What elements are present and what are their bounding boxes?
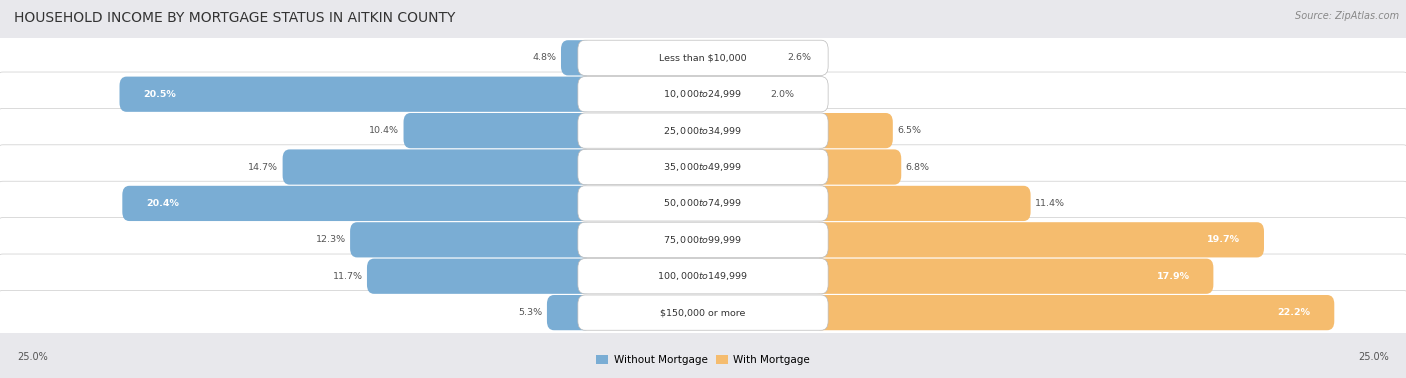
Text: $150,000 or more: $150,000 or more: [661, 308, 745, 317]
Text: 17.9%: 17.9%: [1157, 272, 1189, 281]
FancyBboxPatch shape: [547, 295, 592, 330]
FancyBboxPatch shape: [814, 186, 1031, 221]
FancyBboxPatch shape: [814, 149, 901, 184]
Text: $25,000 to $34,999: $25,000 to $34,999: [664, 125, 742, 136]
Text: 25.0%: 25.0%: [1358, 352, 1389, 362]
FancyBboxPatch shape: [578, 149, 828, 184]
Text: $35,000 to $49,999: $35,000 to $49,999: [664, 161, 742, 173]
FancyBboxPatch shape: [122, 186, 592, 221]
FancyBboxPatch shape: [0, 108, 1406, 153]
FancyBboxPatch shape: [0, 72, 1406, 116]
FancyBboxPatch shape: [578, 295, 828, 330]
Text: 25.0%: 25.0%: [17, 352, 48, 362]
Text: 2.6%: 2.6%: [787, 53, 811, 62]
FancyBboxPatch shape: [578, 186, 828, 221]
FancyBboxPatch shape: [0, 145, 1406, 189]
Text: Less than $10,000: Less than $10,000: [659, 53, 747, 62]
FancyBboxPatch shape: [578, 259, 828, 294]
Text: 11.4%: 11.4%: [1035, 199, 1064, 208]
FancyBboxPatch shape: [578, 77, 828, 112]
FancyBboxPatch shape: [0, 290, 1406, 335]
Text: $50,000 to $74,999: $50,000 to $74,999: [664, 197, 742, 209]
FancyBboxPatch shape: [0, 254, 1406, 298]
FancyBboxPatch shape: [367, 259, 592, 294]
Text: 4.8%: 4.8%: [533, 53, 557, 62]
FancyBboxPatch shape: [404, 113, 592, 148]
Text: 5.3%: 5.3%: [519, 308, 543, 317]
FancyBboxPatch shape: [578, 222, 828, 257]
Text: 6.8%: 6.8%: [905, 163, 929, 172]
Text: 14.7%: 14.7%: [249, 163, 278, 172]
Text: $10,000 to $24,999: $10,000 to $24,999: [664, 88, 742, 100]
FancyBboxPatch shape: [578, 40, 828, 76]
FancyBboxPatch shape: [814, 222, 1264, 257]
FancyBboxPatch shape: [814, 295, 1334, 330]
Legend: Without Mortgage, With Mortgage: Without Mortgage, With Mortgage: [592, 351, 814, 369]
Text: $100,000 to $149,999: $100,000 to $149,999: [658, 270, 748, 282]
Text: 6.5%: 6.5%: [897, 126, 921, 135]
Text: 10.4%: 10.4%: [370, 126, 399, 135]
Text: HOUSEHOLD INCOME BY MORTGAGE STATUS IN AITKIN COUNTY: HOUSEHOLD INCOME BY MORTGAGE STATUS IN A…: [14, 11, 456, 25]
FancyBboxPatch shape: [0, 181, 1406, 226]
Text: 12.3%: 12.3%: [316, 235, 346, 244]
Text: $75,000 to $99,999: $75,000 to $99,999: [664, 234, 742, 246]
Text: Source: ZipAtlas.com: Source: ZipAtlas.com: [1295, 11, 1399, 21]
Text: 22.2%: 22.2%: [1278, 308, 1310, 317]
FancyBboxPatch shape: [283, 149, 592, 184]
FancyBboxPatch shape: [120, 77, 592, 112]
FancyBboxPatch shape: [814, 113, 893, 148]
FancyBboxPatch shape: [814, 259, 1213, 294]
FancyBboxPatch shape: [561, 40, 592, 76]
Text: 11.7%: 11.7%: [333, 272, 363, 281]
Text: 2.0%: 2.0%: [770, 90, 794, 99]
Text: 20.5%: 20.5%: [143, 90, 176, 99]
FancyBboxPatch shape: [0, 36, 1406, 80]
Text: 20.4%: 20.4%: [146, 199, 179, 208]
Text: 19.7%: 19.7%: [1208, 235, 1240, 244]
FancyBboxPatch shape: [0, 218, 1406, 262]
FancyBboxPatch shape: [578, 113, 828, 148]
FancyBboxPatch shape: [350, 222, 592, 257]
